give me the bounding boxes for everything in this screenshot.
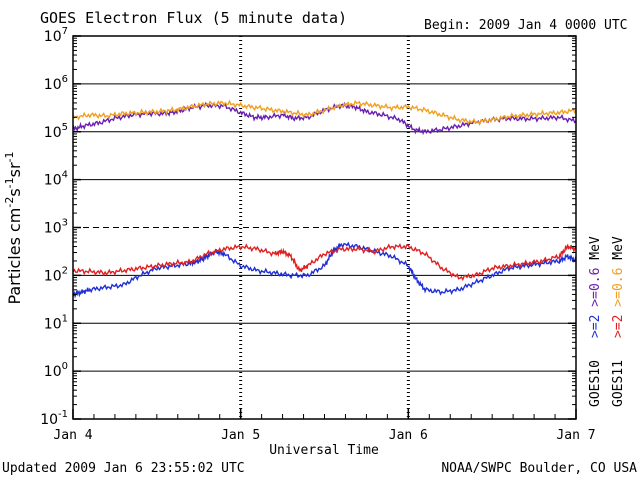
x-tick-label: Jan 7 <box>556 428 595 443</box>
y-tick-base: 10 <box>40 412 58 428</box>
y-tick-exponent: 2 <box>62 265 68 276</box>
series-line <box>72 99 577 126</box>
y-tick-base: 10 <box>44 316 62 332</box>
y-tick-exponent: 5 <box>62 122 68 133</box>
y-tick-exponent: -1 <box>58 409 68 420</box>
y-label-exponent: -1 <box>3 177 16 188</box>
y-tick-exponent: 0 <box>62 361 68 372</box>
y-tick-label: 103 <box>44 218 68 237</box>
footer-updated: Updated 2009 Jan 6 23:55:02 UTC <box>2 461 245 476</box>
y-label-exponent: -2 <box>3 197 16 208</box>
legend: GOES10 >=2 >=0.6 MeV GOES11 >=2 >=0.6 MeV <box>588 236 626 407</box>
y-tick-label: 106 <box>44 74 68 93</box>
data-series <box>72 99 577 299</box>
footer-credit: NOAA/SWPC Boulder, CO USA <box>441 461 637 476</box>
x-axis-label: Universal Time <box>269 443 379 458</box>
legend-item: MeV <box>588 236 603 267</box>
y-tick-label: 107 <box>44 26 68 45</box>
x-tick-label: Jan 4 <box>53 428 92 443</box>
y-tick-base: 10 <box>44 125 62 141</box>
y-label-unit: Particles cm <box>5 208 24 305</box>
y-tick-label: 105 <box>44 122 68 141</box>
y-tick-base: 10 <box>44 268 62 284</box>
y-tick-exponent: 4 <box>62 170 68 181</box>
y-tick-exponent: 1 <box>62 313 68 324</box>
legend-item: >=2 <box>611 315 626 338</box>
y-tick-base: 10 <box>44 364 62 380</box>
series-line <box>72 243 577 282</box>
begin-label: Begin: 2009 Jan 4 0000 UTC <box>424 18 628 33</box>
y-tick-label: 10-1 <box>40 409 68 428</box>
chart-title: GOES Electron Flux (5 minute data) <box>40 9 347 27</box>
legend-satellite-label: GOES10 <box>588 360 603 407</box>
legend-item: >=0.6 <box>611 268 626 315</box>
y-tick-label: 100 <box>44 361 68 380</box>
legend-item: >=2 <box>588 315 603 338</box>
y-tick-base: 10 <box>44 173 62 189</box>
y-label-unit: sr <box>5 162 24 177</box>
x-axis: Jan 4 Jan 5 Jan 6 Jan 7 <box>53 409 596 443</box>
y-tick-label: 104 <box>44 170 68 189</box>
y-tick-base: 10 <box>44 221 62 237</box>
series-line <box>72 241 577 299</box>
y-tick-label: 102 <box>44 265 68 284</box>
y-tick-base: 10 <box>44 77 62 93</box>
legend-entry: >=2 >=0.6 MeV <box>588 236 603 338</box>
x-tick-label: Jan 6 <box>389 428 428 443</box>
y-tick-exponent: 7 <box>62 26 68 37</box>
reference-lines <box>73 83 576 372</box>
y-axis-label: Particles cm-2s-1sr-1 <box>3 151 24 304</box>
legend-satellite-label: GOES11 <box>611 360 626 407</box>
legend-item: >=0.6 <box>588 268 603 315</box>
legend-item: MeV <box>611 236 626 267</box>
y-tick-base: 10 <box>44 29 62 45</box>
legend-entry: >=2 >=0.6 MeV <box>611 236 626 338</box>
x-tick-label: Jan 5 <box>221 428 260 443</box>
y-tick-exponent: 6 <box>62 74 68 85</box>
y-label-exponent: -1 <box>3 151 16 162</box>
y-tick-label: 101 <box>44 313 68 332</box>
y-label-unit: s <box>5 188 24 196</box>
y-tick-exponent: 3 <box>62 218 68 229</box>
